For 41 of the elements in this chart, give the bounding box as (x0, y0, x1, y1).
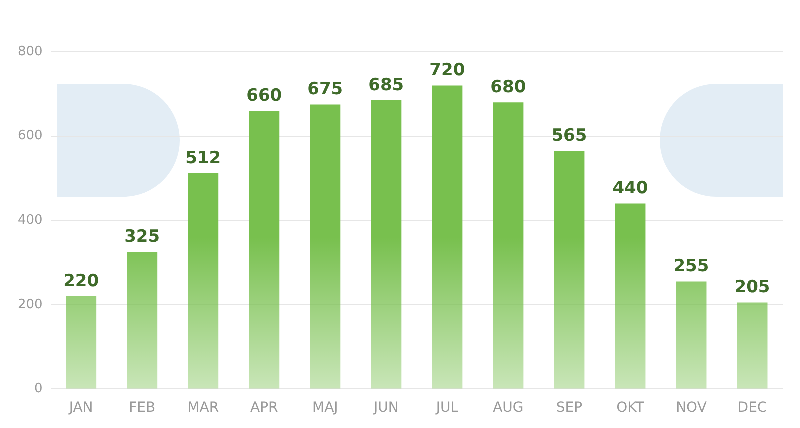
x-tick-label: MAJ (312, 400, 338, 416)
x-tick-label: NOV (676, 400, 708, 416)
x-tick-label: JUL (435, 400, 459, 416)
bar (615, 204, 646, 389)
bar (676, 282, 707, 389)
x-tick-label: APR (250, 400, 279, 416)
data-label: 565 (552, 126, 588, 146)
x-tick-label: SEP (556, 400, 583, 416)
bar (249, 111, 280, 389)
x-tick-label: DEC (738, 400, 768, 416)
bar (371, 100, 402, 389)
data-label: 325 (124, 227, 160, 248)
data-label: 680 (490, 78, 526, 98)
x-tick-label: FEB (129, 400, 156, 416)
data-label: 675 (308, 80, 344, 100)
bar (554, 151, 585, 389)
x-tick-label: JUN (372, 400, 399, 416)
data-label: 512 (186, 148, 222, 168)
data-label: 205 (734, 278, 770, 298)
bar (127, 252, 158, 389)
bar (310, 104, 341, 389)
x-tick-label: AUG (493, 400, 524, 416)
data-label: 685 (368, 75, 404, 96)
data-label: 440 (612, 178, 648, 199)
data-label: 660 (246, 86, 282, 106)
x-tick-label: MAR (188, 400, 220, 416)
bar (66, 296, 97, 389)
bar (493, 102, 524, 389)
data-label: 255 (674, 256, 710, 277)
y-tick-label: 0 (34, 382, 43, 397)
bar (432, 86, 463, 389)
y-tick-label: 400 (18, 212, 43, 228)
x-tick-label: OKT (616, 400, 645, 416)
data-label: 720 (430, 60, 466, 81)
bar (737, 302, 768, 389)
y-tick-label: 800 (18, 44, 43, 60)
bar (188, 173, 219, 389)
x-tick-label: JAN (68, 400, 94, 416)
y-tick-label: 200 (18, 297, 43, 312)
data-label: 220 (64, 271, 100, 292)
y-tick-label: 600 (18, 128, 43, 144)
